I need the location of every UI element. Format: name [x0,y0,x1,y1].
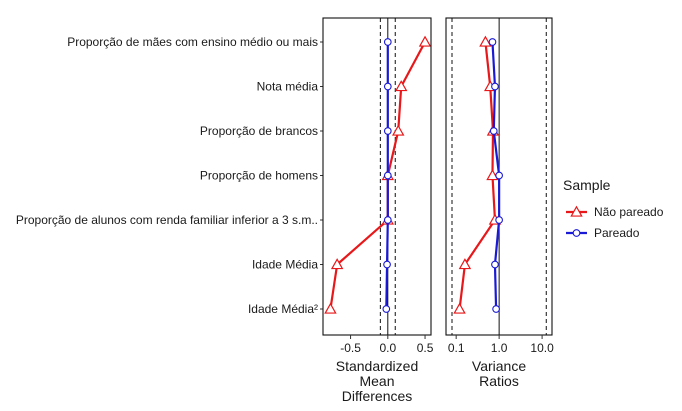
data-point-p [492,305,500,313]
data-point-np [479,35,492,47]
data-point-np [418,35,432,47]
series-line-np [329,41,427,310]
x-tick-label: 1.0 [491,341,508,355]
covariate-label: Proporção de mães com ensino médio ou ma… [67,35,318,49]
axis-title: Standardized [336,358,419,374]
covariate-label: Idade Média [252,258,318,272]
data-point-p [383,82,392,91]
data-point-p [383,38,392,46]
legend-label: Não pareado [594,205,664,219]
data-point-p [382,305,391,313]
axis-title: Differences [342,388,413,404]
data-point-np [392,124,405,136]
covariate-label: Nota média [257,80,319,94]
data-point-np [453,302,466,314]
data-point-p [489,127,498,135]
data-point-np [330,258,344,270]
data-point-p [383,260,391,269]
panel-frame [322,17,432,336]
legend: Sample Não pareado Pareado [563,177,664,240]
axis-title: Variance [472,358,526,374]
data-point-np [486,169,499,181]
data-point-p [383,171,392,180]
data-point-p [491,82,499,91]
x-tick-label: 0.1 [448,341,465,355]
covariate-label: Proporção de brancos [200,124,318,138]
covariate-labels: Proporção de mães com ensino médio ou ma… [16,35,323,316]
x-tick-label: 0.0 [379,341,396,355]
x-tick-label: 10.0 [530,341,554,355]
x-tick-label: -0.5 [340,341,361,355]
x-tick-label: 0.5 [417,341,434,355]
legend-label: Pareado [594,226,640,240]
data-point-np [458,258,472,270]
data-point-p [491,260,499,269]
covariate-label: Idade Média² [248,302,318,316]
data-point-np [394,80,408,92]
legend-title: Sample [563,177,611,193]
axis-title: Mean [359,373,394,389]
data-point-p [495,216,503,224]
data-point-p [488,38,497,46]
data-point-p [383,216,392,224]
legend-key-marker [570,205,583,217]
covariate-label: Proporção de alunos com renda familiar i… [16,213,318,227]
data-point-p [383,127,392,135]
axis-title: Ratios [479,373,519,389]
legend-key-marker [572,229,581,237]
data-point-p [495,171,503,180]
covariate-label: Proporção de homens [200,169,318,183]
data-point-np [324,302,337,314]
